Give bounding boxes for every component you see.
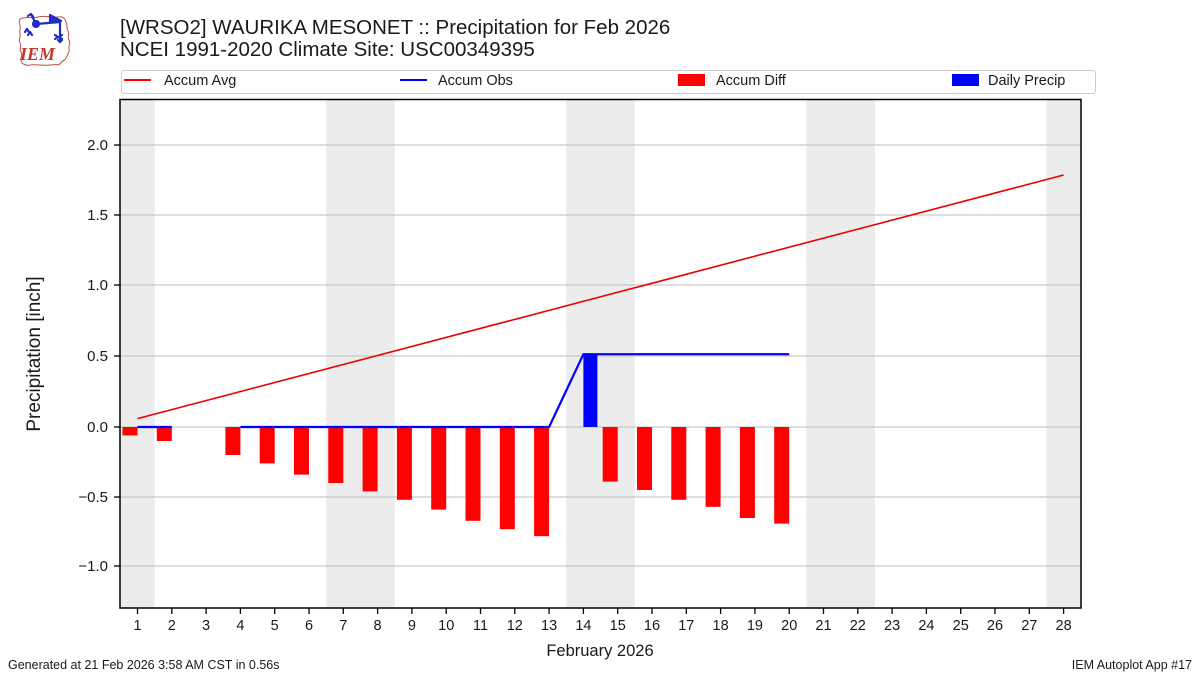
svg-text:−1.0: −1.0 [78,558,108,575]
svg-text:0.0: 0.0 [87,419,108,436]
svg-text:−0.5: −0.5 [78,489,108,506]
svg-text:18: 18 [713,618,729,634]
svg-text:11: 11 [473,618,488,634]
svg-text:21: 21 [815,618,831,634]
svg-text:23: 23 [884,618,900,634]
svg-text:2: 2 [168,618,176,634]
svg-text:10: 10 [438,618,454,634]
svg-text:22: 22 [850,618,866,634]
svg-text:26: 26 [987,618,1003,634]
svg-text:0.5: 0.5 [87,348,108,365]
svg-text:28: 28 [1056,618,1072,634]
svg-text:25: 25 [953,618,969,634]
svg-text:19: 19 [747,618,763,634]
svg-text:4: 4 [236,618,244,634]
svg-text:13: 13 [541,618,557,634]
svg-text:February 2026: February 2026 [546,642,653,660]
svg-text:3: 3 [202,618,210,634]
svg-text:24: 24 [918,618,934,634]
svg-text:8: 8 [374,618,382,634]
svg-text:14: 14 [575,618,591,634]
svg-text:1: 1 [133,618,141,634]
svg-text:1.0: 1.0 [87,277,108,294]
svg-text:2.0: 2.0 [87,137,108,154]
svg-text:20: 20 [781,618,797,634]
svg-text:9: 9 [408,618,416,634]
svg-text:5: 5 [271,618,279,634]
svg-text:7: 7 [339,618,347,634]
svg-text:12: 12 [507,618,523,634]
svg-text:Precipitation [inch]: Precipitation [inch] [24,276,45,431]
svg-text:1.5: 1.5 [87,207,108,224]
svg-text:16: 16 [644,618,660,634]
svg-text:6: 6 [305,618,313,634]
svg-text:17: 17 [678,618,694,634]
svg-text:27: 27 [1021,618,1037,634]
svg-text:15: 15 [610,618,626,634]
